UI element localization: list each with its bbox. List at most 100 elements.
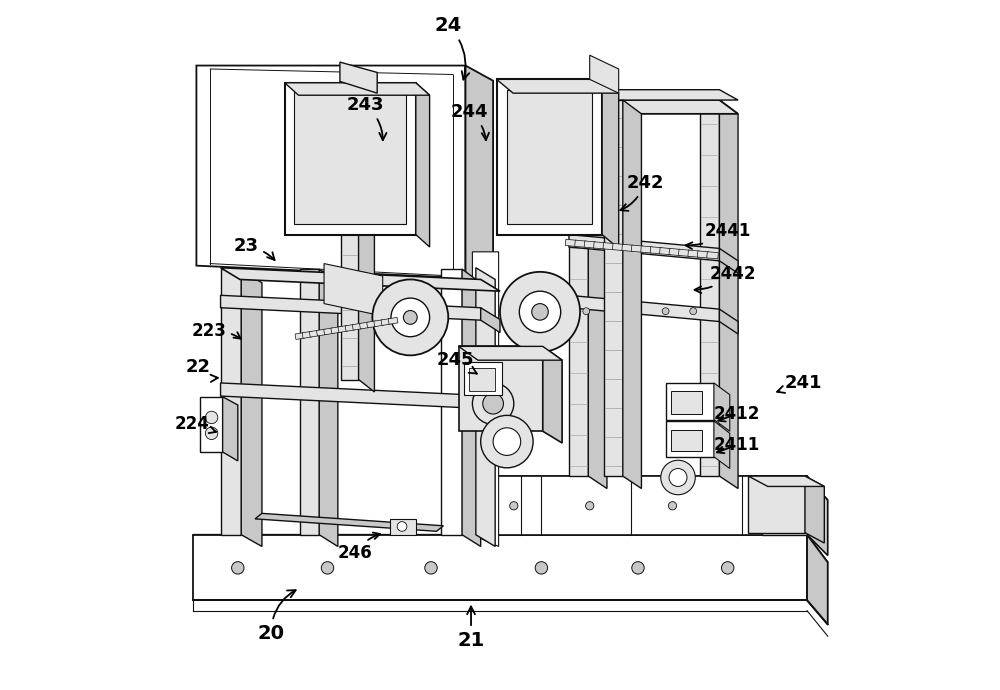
Polygon shape (317, 329, 326, 336)
Circle shape (815, 493, 823, 501)
Polygon shape (352, 323, 362, 330)
Polygon shape (719, 100, 738, 489)
Polygon shape (196, 66, 466, 278)
Circle shape (391, 298, 430, 337)
Circle shape (519, 291, 561, 333)
Polygon shape (309, 331, 319, 337)
Polygon shape (697, 251, 709, 258)
Polygon shape (367, 321, 376, 328)
Polygon shape (388, 317, 398, 324)
Polygon shape (569, 100, 738, 114)
Text: 242: 242 (620, 174, 664, 211)
Polygon shape (285, 83, 416, 235)
Polygon shape (193, 535, 828, 562)
Circle shape (232, 562, 244, 574)
Polygon shape (594, 241, 605, 249)
Polygon shape (476, 268, 495, 546)
Circle shape (669, 469, 687, 486)
Polygon shape (497, 79, 602, 235)
Polygon shape (688, 250, 699, 257)
Polygon shape (669, 248, 681, 255)
Polygon shape (660, 248, 671, 255)
Text: 2441: 2441 (686, 222, 751, 249)
Polygon shape (381, 319, 391, 326)
Polygon shape (569, 295, 719, 322)
Polygon shape (569, 235, 719, 261)
Polygon shape (300, 269, 319, 535)
Polygon shape (302, 331, 312, 338)
Circle shape (661, 460, 695, 495)
Polygon shape (221, 269, 241, 535)
Polygon shape (575, 240, 586, 247)
Polygon shape (483, 476, 828, 500)
Polygon shape (641, 246, 652, 253)
Polygon shape (221, 295, 481, 320)
Polygon shape (748, 476, 805, 533)
Circle shape (586, 502, 594, 510)
Text: 245: 245 (436, 351, 477, 374)
Text: 20: 20 (257, 590, 296, 643)
Polygon shape (200, 397, 223, 452)
Polygon shape (507, 90, 592, 224)
Circle shape (510, 502, 518, 510)
Polygon shape (331, 327, 341, 334)
Polygon shape (295, 333, 305, 339)
Polygon shape (678, 249, 690, 257)
Circle shape (481, 415, 533, 468)
Polygon shape (481, 308, 500, 333)
Polygon shape (416, 83, 430, 247)
Polygon shape (359, 72, 374, 392)
Polygon shape (719, 248, 738, 273)
Text: 244: 244 (450, 103, 489, 140)
Polygon shape (762, 476, 807, 535)
Polygon shape (483, 476, 807, 535)
Polygon shape (285, 83, 430, 95)
Circle shape (721, 562, 734, 574)
Polygon shape (481, 395, 500, 420)
Circle shape (532, 304, 548, 320)
Circle shape (635, 308, 641, 315)
Polygon shape (497, 79, 619, 93)
Text: 24: 24 (435, 16, 469, 79)
Polygon shape (622, 244, 633, 251)
Text: 223: 223 (191, 322, 241, 340)
Polygon shape (464, 362, 502, 395)
Polygon shape (459, 346, 543, 431)
Polygon shape (805, 476, 824, 543)
Circle shape (815, 517, 823, 525)
Polygon shape (700, 100, 719, 476)
Polygon shape (390, 519, 416, 535)
Text: 2412: 2412 (713, 405, 760, 423)
Polygon shape (565, 239, 577, 246)
Polygon shape (666, 421, 714, 457)
Circle shape (668, 502, 677, 510)
Polygon shape (472, 252, 499, 546)
Polygon shape (604, 100, 623, 476)
Text: 243: 243 (347, 96, 386, 140)
Circle shape (662, 308, 669, 315)
Polygon shape (360, 322, 369, 329)
Polygon shape (193, 535, 807, 600)
Polygon shape (441, 269, 462, 535)
Polygon shape (623, 100, 641, 489)
Polygon shape (221, 383, 481, 408)
Polygon shape (294, 92, 406, 224)
Circle shape (205, 411, 218, 424)
Circle shape (500, 272, 580, 352)
Polygon shape (255, 513, 443, 531)
Polygon shape (221, 268, 500, 291)
Polygon shape (543, 346, 562, 443)
Circle shape (751, 502, 759, 510)
Polygon shape (714, 421, 730, 469)
Polygon shape (650, 247, 662, 254)
Circle shape (535, 562, 548, 574)
Circle shape (205, 427, 218, 440)
Polygon shape (459, 346, 562, 360)
Polygon shape (748, 476, 824, 486)
Circle shape (607, 308, 614, 315)
Circle shape (690, 308, 697, 315)
Circle shape (425, 562, 437, 574)
Text: 2411: 2411 (714, 436, 760, 454)
Polygon shape (707, 252, 718, 259)
Polygon shape (223, 397, 238, 461)
